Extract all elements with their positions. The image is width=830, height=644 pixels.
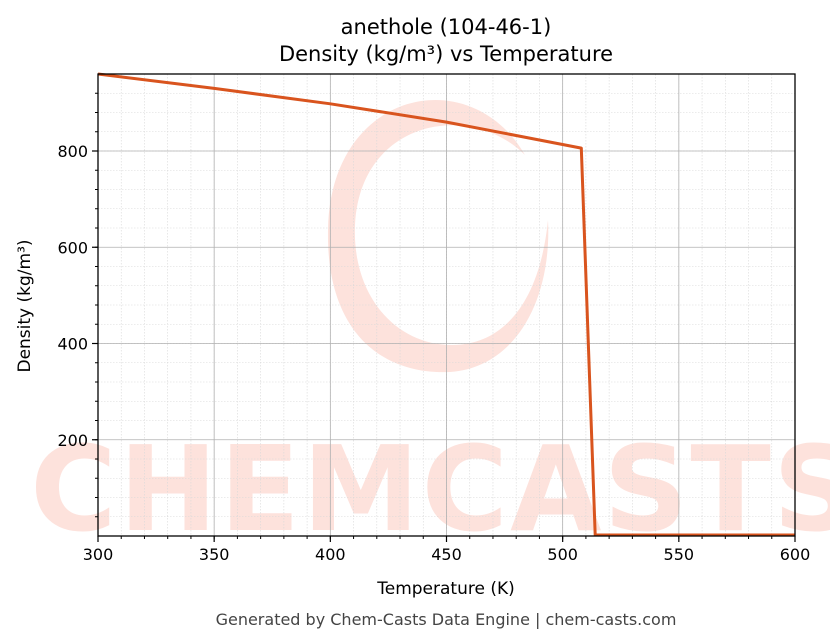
axis-ticks <box>92 92 796 542</box>
x-tick-label: 300 <box>83 545 114 564</box>
y-tick-label: 800 <box>57 142 88 161</box>
watermark-text: CHEMCASTS <box>30 420 830 558</box>
y-axis-label: Density (kg/m³) <box>15 239 35 372</box>
x-tick-label: 450 <box>431 545 462 564</box>
x-tick-label: 500 <box>547 545 578 564</box>
x-tick-label: 600 <box>780 545 811 564</box>
watermark-swirl <box>327 99 549 373</box>
y-tick-label: 400 <box>57 335 88 354</box>
chart-title: anethole (104-46-1) <box>341 15 552 39</box>
y-tick-label: 200 <box>57 431 88 450</box>
density-series-line <box>97 72 795 537</box>
chart-subtitle: Density (kg/m³) vs Temperature <box>279 42 613 66</box>
x-tick-label: 400 <box>315 545 346 564</box>
y-tick-label: 600 <box>57 238 88 257</box>
watermark: CHEMCASTS <box>30 99 830 558</box>
tick-labels: 300 350 400 450 500 550 600 200 400 600 800 <box>57 142 810 564</box>
footer-credit: Generated by Chem-Casts Data Engine | ch… <box>216 610 677 629</box>
x-axis-label: Temperature (K) <box>376 579 515 599</box>
x-tick-label: 350 <box>199 545 230 564</box>
series-layer <box>97 72 796 537</box>
x-tick-label: 550 <box>664 545 695 564</box>
